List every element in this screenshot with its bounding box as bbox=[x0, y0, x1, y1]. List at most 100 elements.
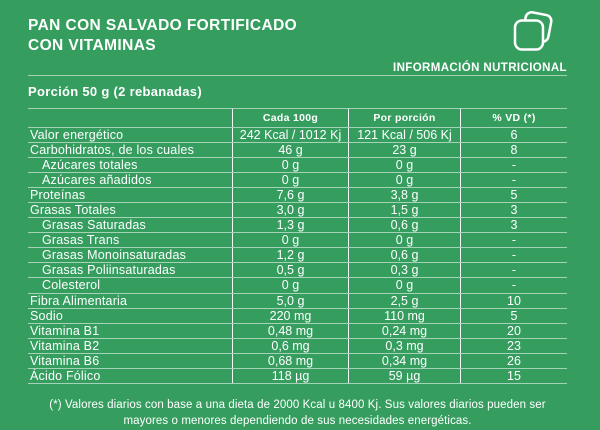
value-cell-vd-percent: - bbox=[460, 248, 567, 263]
table-row: Sodio 220 mg 110 mg 5 bbox=[28, 308, 567, 324]
nutrition-table: Cada 100g Por porción % VD (*) Valor ene… bbox=[28, 108, 567, 384]
value-cell-vd-percent: - bbox=[460, 278, 567, 293]
row-label-cell: Ácido Fólico bbox=[30, 368, 101, 383]
table-row: Vitamina B2 0,6 mg 0,3 mg 23 bbox=[28, 338, 567, 354]
value-cell-per-portion: 0 g bbox=[348, 233, 460, 248]
value-cell-per-100g: 118 µg bbox=[232, 368, 348, 383]
row-label-cell: Colesterol bbox=[42, 278, 101, 293]
row-label-cell: Grasas Trans bbox=[42, 233, 120, 248]
table-row: Ácido Fólico 118 µg 59 µg 15 bbox=[28, 368, 567, 383]
info-block: INFORMACIÓN NUTRICIONAL bbox=[392, 11, 567, 74]
value-cell-per-portion: 110 mg bbox=[348, 308, 460, 323]
row-label-cell: Vitamina B1 bbox=[30, 323, 100, 338]
row-label-cell: Valor energético bbox=[30, 128, 124, 143]
table-row: Grasas Totales 3,0 g 1,5 g 3 bbox=[28, 203, 567, 219]
row-label-cell: Grasas Monoinsaturadas bbox=[42, 248, 187, 263]
value-cell-per-100g: 242 Kcal / 1012 Kj bbox=[232, 128, 348, 143]
table-header-row: Cada 100g Por porción % VD (*) bbox=[28, 109, 567, 128]
value-cell-per-100g: 220 mg bbox=[232, 308, 348, 323]
row-label-cell: Grasas Saturadas bbox=[42, 218, 146, 233]
value-cell-vd-percent: 26 bbox=[460, 353, 567, 368]
footnote: (*) Valores diarios con base a una dieta… bbox=[28, 397, 567, 430]
table-row: Fibra Alimentaria 5,0 g 2,5 g 10 bbox=[28, 293, 567, 309]
portion-label: Porción 50 g (2 rebanadas) bbox=[28, 84, 202, 99]
column-header-per-portion: Por porción bbox=[348, 109, 460, 127]
value-cell-vd-percent: - bbox=[460, 158, 567, 173]
table-row: Carbohidratos, de los cuales 46 g 23 g 8 bbox=[28, 143, 567, 159]
value-cell-vd-percent: 3 bbox=[460, 218, 567, 233]
value-cell-per-portion: 59 µg bbox=[348, 368, 460, 383]
table-row: Colesterol 0 g 0 g - bbox=[28, 278, 567, 294]
value-cell-per-100g: 7,6 g bbox=[232, 188, 348, 203]
info-label: INFORMACIÓN NUTRICIONAL bbox=[392, 62, 567, 74]
value-cell-per-portion: 2,5 g bbox=[348, 293, 460, 308]
value-cell-per-100g: 0,68 mg bbox=[232, 353, 348, 368]
table-row: Vitamina B1 0,48 mg 0,24 mg 20 bbox=[28, 323, 567, 339]
value-cell-per-100g: 0,5 g bbox=[232, 263, 348, 278]
value-cell-per-portion: 0,34 mg bbox=[348, 353, 460, 368]
value-cell-per-portion: 0 g bbox=[348, 278, 460, 293]
value-cell-per-portion: 121 Kcal / 506 Kj bbox=[348, 128, 460, 143]
row-label-cell: Sodio bbox=[30, 308, 63, 323]
row-label-cell: Grasas Poliinsaturadas bbox=[42, 263, 176, 278]
value-cell-per-100g: 1,3 g bbox=[232, 218, 348, 233]
value-cell-vd-percent: 5 bbox=[460, 308, 567, 323]
value-cell-per-100g: 0,6 mg bbox=[232, 338, 348, 353]
table-body: Valor energético 242 Kcal / 1012 Kj 121 … bbox=[28, 128, 567, 383]
value-cell-per-100g: 0 g bbox=[232, 173, 348, 188]
row-label-cell: Azúcares totales bbox=[42, 158, 138, 173]
row-label-cell: Fibra Alimentaria bbox=[30, 293, 128, 308]
value-cell-per-100g: 0 g bbox=[232, 233, 348, 248]
header: PAN CON SALVADO FORTIFICADO CON VITAMINA… bbox=[28, 11, 567, 75]
product-title-line1: PAN CON SALVADO FORTIFICADO bbox=[28, 17, 298, 34]
footnote-line1: (*) Valores diarios con base a una dieta… bbox=[49, 398, 546, 411]
table-row: Valor energético 242 Kcal / 1012 Kj 121 … bbox=[28, 128, 567, 144]
value-cell-per-100g: 0 g bbox=[232, 278, 348, 293]
value-cell-per-100g: 3,0 g bbox=[232, 203, 348, 218]
value-cell-per-100g: 0,48 mg bbox=[232, 323, 348, 338]
value-cell-per-portion: 23 g bbox=[348, 143, 460, 158]
value-cell-vd-percent: 5 bbox=[460, 188, 567, 203]
column-header-per-100g: Cada 100g bbox=[232, 109, 348, 127]
value-cell-per-100g: 1,2 g bbox=[232, 248, 348, 263]
table-row: Grasas Trans 0 g 0 g - bbox=[28, 233, 567, 249]
row-label-cell: Vitamina B2 bbox=[30, 338, 100, 353]
value-cell-vd-percent: 3 bbox=[460, 203, 567, 218]
table-row: Vitamina B6 0,68 mg 0,34 mg 26 bbox=[28, 353, 567, 369]
value-cell-per-portion: 0,3 g bbox=[348, 263, 460, 278]
row-label-cell: Azúcares añadidos bbox=[42, 173, 152, 188]
bread-slices-icon bbox=[509, 10, 557, 59]
value-cell-per-portion: 0,3 mg bbox=[348, 338, 460, 353]
value-cell-per-portion: 0 g bbox=[348, 158, 460, 173]
product-title: PAN CON SALVADO FORTIFICADO CON VITAMINA… bbox=[28, 14, 297, 56]
value-cell-per-100g: 5,0 g bbox=[232, 293, 348, 308]
table-row: Azúcares totales 0 g 0 g - bbox=[28, 158, 567, 174]
value-cell-vd-percent: 10 bbox=[460, 293, 567, 308]
footnote-line2: mayores o menores dependiendo de sus nec… bbox=[123, 415, 472, 428]
table-row: Grasas Poliinsaturadas 0,5 g 0,3 g - bbox=[28, 263, 567, 279]
value-cell-per-portion: 0,24 mg bbox=[348, 323, 460, 338]
value-cell-vd-percent: 6 bbox=[460, 128, 567, 143]
value-cell-per-portion: 0,6 g bbox=[348, 218, 460, 233]
table-row: Grasas Saturadas 1,3 g 0,6 g 3 bbox=[28, 218, 567, 234]
value-cell-per-100g: 46 g bbox=[232, 143, 348, 158]
row-label-cell: Proteínas bbox=[30, 188, 86, 203]
row-label-cell: Vitamina B6 bbox=[30, 353, 100, 368]
row-label-cell: Carbohidratos, de los cuales bbox=[30, 143, 195, 158]
column-header-vd-percent: % VD (*) bbox=[460, 109, 567, 127]
value-cell-vd-percent: - bbox=[460, 173, 567, 188]
value-cell-per-portion: 0 g bbox=[348, 173, 460, 188]
product-title-line2: CON VITAMINAS bbox=[28, 37, 157, 54]
table-row: Azúcares añadidos 0 g 0 g - bbox=[28, 173, 567, 189]
value-cell-per-100g: 0 g bbox=[232, 158, 348, 173]
value-cell-vd-percent: - bbox=[460, 263, 567, 278]
header-divider bbox=[28, 75, 567, 76]
value-cell-vd-percent: 23 bbox=[460, 338, 567, 353]
row-label-cell: Grasas Totales bbox=[30, 203, 116, 218]
value-cell-vd-percent: 20 bbox=[460, 323, 567, 338]
value-cell-per-portion: 1,5 g bbox=[348, 203, 460, 218]
value-cell-vd-percent: - bbox=[460, 233, 567, 248]
value-cell-vd-percent: 15 bbox=[460, 368, 567, 383]
value-cell-per-portion: 0,6 g bbox=[348, 248, 460, 263]
